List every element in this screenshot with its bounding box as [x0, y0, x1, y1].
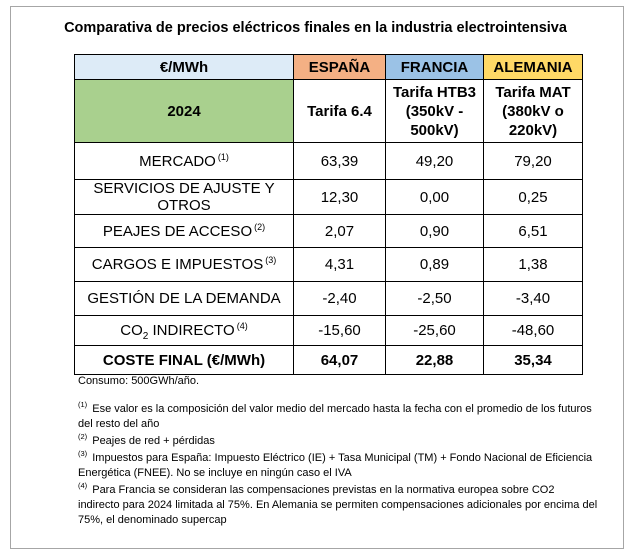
footnote-mark: (2): [254, 221, 266, 232]
footnote-3: (3) Impuestos para España: Impuesto Eléc…: [78, 449, 593, 479]
row-label: SERVICIOS DE AJUSTE Y OTROS: [74, 179, 294, 215]
row-label: PEAJES DE ACCESO (2): [74, 214, 294, 248]
footnotes: Consumo: 500GWh/año. (1) Ese valor es la…: [78, 374, 598, 530]
value-france: -2,50: [385, 281, 484, 316]
unit-header: €/MWh: [74, 54, 294, 80]
consumption-note: Consumo: 500GWh/año.: [78, 375, 200, 387]
row-label: GESTIÓN DE LA DEMANDA: [74, 281, 294, 316]
tariff-row: 2024 Tarifa 6.4 Tarifa HTB3 (350kV - 500…: [74, 79, 583, 143]
value-germany: -3,40: [483, 281, 583, 316]
document-title: Comparativa de precios eléctricos finale…: [64, 20, 567, 36]
value-spain: -2,40: [293, 281, 386, 316]
value-germany: 0,25: [483, 179, 583, 215]
value-germany: 1,38: [483, 247, 583, 282]
table-row-co2: CO2 INDIRECTO (4) -15,60 -25,60 -48,60: [74, 315, 583, 346]
value-germany: 6,51: [483, 214, 583, 248]
total-spain: 64,07: [293, 345, 386, 375]
table-row-mercado: MERCADO (1) 63,39 49,20 79,20: [74, 142, 583, 180]
country-header-germany: ALEMANIA: [483, 54, 583, 80]
total-germany: 35,34: [483, 345, 583, 375]
value-france: 0,90: [385, 214, 484, 248]
value-france: 0,00: [385, 179, 484, 215]
tariff-spain: Tarifa 6.4: [293, 79, 386, 143]
row-label: CO2 INDIRECTO (4): [74, 315, 294, 346]
value-spain: 63,39: [293, 142, 386, 180]
footnote-mark: (4): [236, 321, 248, 331]
country-header-spain: ESPAÑA: [293, 54, 386, 80]
footnote-4: (4) Para Francia se consideran las compe…: [78, 481, 598, 526]
table-row-peajes: PEAJES DE ACCESO (2) 2,07 0,90 6,51: [74, 214, 583, 248]
country-header-france: FRANCIA: [385, 54, 484, 80]
value-spain: -15,60: [293, 315, 386, 346]
value-spain: 4,31: [293, 247, 386, 282]
row-label: CARGOS E IMPUESTOS (3): [74, 247, 294, 282]
table-row-servicios: SERVICIOS DE AJUSTE Y OTROS 12,30 0,00 0…: [74, 179, 583, 215]
country-header-row: €/MWh ESPAÑA FRANCIA ALEMANIA: [74, 54, 583, 80]
value-spain: 12,30: [293, 179, 386, 215]
value-france: -25,60: [385, 315, 484, 346]
table-row-gestion: GESTIÓN DE LA DEMANDA -2,40 -2,50 -3,40: [74, 281, 583, 316]
year-cell: 2024: [74, 79, 294, 143]
footnote-mark: (1): [217, 151, 229, 162]
table-row-cargos: CARGOS E IMPUESTOS (3) 4,31 0,89 1,38: [74, 247, 583, 282]
footnote-2: (2) Peajes de red + pérdidas: [78, 432, 215, 447]
value-germany: 79,20: [483, 142, 583, 180]
footnote-1: (1) Ese valor es la composición del valo…: [78, 400, 592, 430]
value-france: 0,89: [385, 247, 484, 282]
row-label: MERCADO (1): [74, 142, 294, 180]
footnote-mark: (3): [265, 255, 277, 265]
price-comparison-table: €/MWh ESPAÑA FRANCIA ALEMANIA 2024 Tarif…: [74, 54, 583, 375]
document-frame: [10, 6, 624, 549]
table-row-total: COSTE FINAL (€/MWh) 64,07 22,88 35,34: [74, 345, 583, 375]
total-france: 22,88: [385, 345, 484, 375]
value-spain: 2,07: [293, 214, 386, 248]
value-germany: -48,60: [483, 315, 583, 346]
value-france: 49,20: [385, 142, 484, 180]
tariff-france: Tarifa HTB3 (350kV - 500kV): [385, 79, 484, 143]
total-label: COSTE FINAL (€/MWh): [74, 345, 294, 375]
tariff-germany: Tarifa MAT (380kV o 220kV): [483, 79, 583, 143]
